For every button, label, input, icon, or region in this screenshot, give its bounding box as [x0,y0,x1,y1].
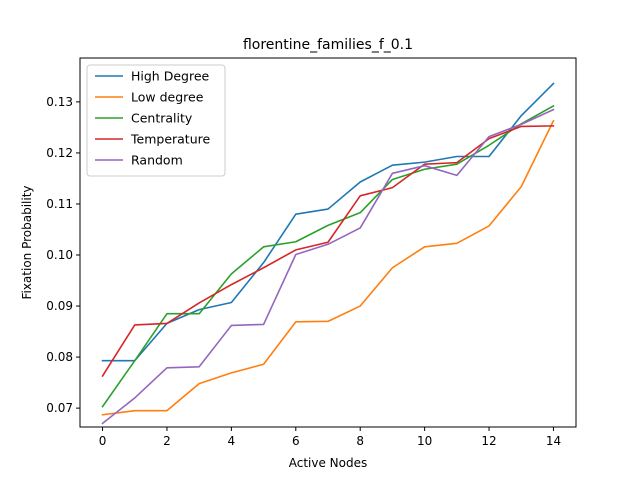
x-tick-label: 14 [546,434,561,448]
legend-label-centrality: Centrality [131,111,193,126]
y-tick-label: 0.08 [46,350,73,364]
x-tick-label: 4 [228,434,236,448]
y-tick-label: 0.11 [46,197,73,211]
y-axis-ticks: 0.07 0.08 0.09 0.10 0.11 0.12 0.13 [46,95,80,415]
legend-label-high-degree: High Degree [131,69,210,84]
x-tick-label: 6 [292,434,300,448]
legend-label-low-degree: Low degree [131,90,204,105]
y-tick-label: 0.12 [46,146,73,160]
y-tick-label: 0.07 [46,401,73,415]
legend-label-temperature: Temperature [130,132,210,147]
legend-box [86,64,226,177]
y-tick-label: 0.10 [46,248,73,262]
legend-label-random: Random [131,153,183,168]
series-lines [101,82,555,425]
plot-frame [79,57,577,428]
series-line-low-degree [101,119,555,416]
x-tick-label: 12 [481,434,496,448]
y-axis-label: Fixation Probability [20,185,34,299]
chart-title: florentine_families_f_0.1 [243,37,413,53]
series-line-high-degree [101,82,555,362]
series-line-temperature [101,125,555,378]
x-axis-label: Active Nodes [289,456,368,470]
series-line-random [101,108,555,425]
x-tick-label: 10 [417,434,432,448]
y-tick-label: 0.09 [46,299,73,313]
x-tick-label: 2 [163,434,171,448]
legend: High Degree Low degree Centrality Temperatu… [86,64,226,177]
x-tick-label: 0 [99,434,107,448]
x-tick-label: 8 [356,434,364,448]
x-axis-ticks: 0 2 4 6 8 10 12 14 [99,427,561,448]
y-tick-label: 0.13 [46,95,73,109]
series-line-centrality [101,104,555,408]
